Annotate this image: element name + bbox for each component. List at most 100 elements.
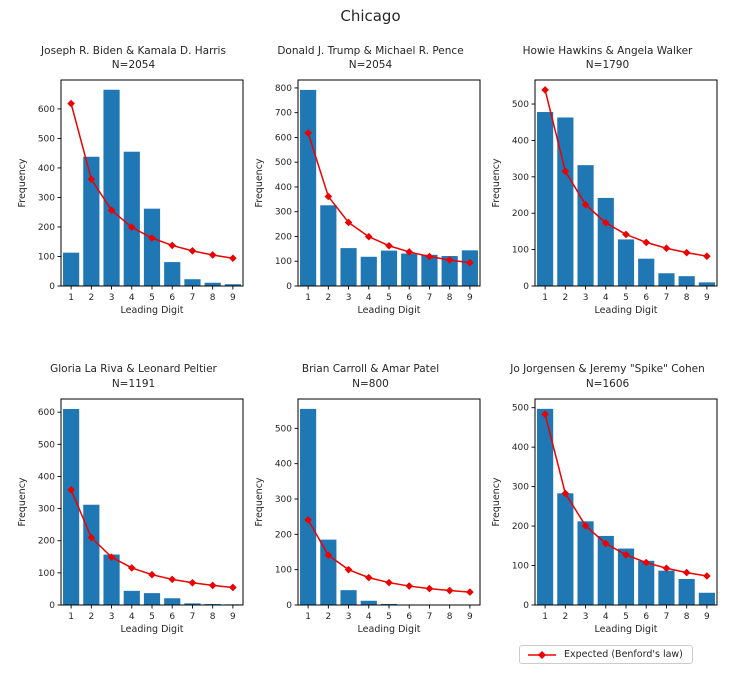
subplot-biden-harris: Joseph R. Biden & Kamala D. Harris N=205… [15,40,252,326]
bar [300,90,317,287]
observed-bars [300,90,478,287]
bar [557,117,574,287]
y-tick-label: 400 [512,443,529,453]
diamond-marker-icon [561,167,570,176]
y-tick-label: 0 [49,601,55,611]
x-tick-label: 2 [562,612,568,622]
diamond-marker-icon [324,551,333,559]
subplot-title: Joseph R. Biden & Kamala D. Harris N=205… [41,44,226,72]
x-tick-label: 5 [149,293,155,303]
diamond-marker-icon [168,241,177,250]
legend-marker-icon [528,650,556,659]
x-axis-label: Leading Digit [358,624,421,635]
bar [638,259,655,287]
y-tick-label: 500 [275,159,292,169]
diamond-marker-icon [87,533,96,542]
x-tick-label: 9 [467,612,473,622]
y-tick-label: 600 [275,134,292,144]
subplot-title: Donald J. Trump & Michael R. Pence N=205… [277,44,463,72]
x-tick-label: 6 [169,612,175,622]
expected-markers [304,515,474,596]
y-axis-label: Frequency [491,158,502,207]
x-axis-label: Leading Digit [121,305,184,316]
subplot-title: Howie Hawkins & Angela Walker N=1790 [523,44,693,72]
diamond-marker-icon [67,100,75,108]
diamond-marker-icon [405,248,414,257]
y-tick-label: 400 [512,137,529,147]
y-tick-label: 0 [286,601,292,611]
x-tick-label: 2 [325,293,331,303]
bar [441,256,458,287]
chart-canvas-lariva-peltier: 0 100 200 300 400 500 600 1 2 3 4 5 6 7 8 9 Leading Digi… [17,398,244,635]
x-tick-label: 3 [346,293,352,303]
bar [617,548,635,605]
x-tick-label: 9 [230,612,236,622]
y-axis-label: Frequency [17,158,28,207]
bar [698,592,715,605]
diamond-marker-icon [642,558,651,567]
x-tick-label: 9 [230,293,236,303]
y-tick-label: 200 [38,223,55,233]
y-tick-label: 500 [275,424,292,434]
x-tick-label: 3 [583,293,589,303]
y-tick-label: 0 [49,282,55,292]
bar [380,603,398,605]
observed-bars [537,112,715,287]
x-tick-label: 4 [603,612,609,622]
x-tick-label: 2 [562,293,568,303]
y-axis-label: Frequency [254,477,265,526]
y-tick-label: 400 [275,459,292,469]
x-tick-label: 3 [583,612,589,622]
bar [123,590,140,605]
bar [421,255,438,287]
y-tick-label: 400 [38,164,55,174]
y-tick-label: 200 [512,210,529,220]
x-tick-label: 7 [664,293,670,303]
x-tick-label: 6 [169,293,175,303]
y-tick-label: 500 [512,100,529,110]
diamond-marker-icon [466,587,474,596]
y-axis-label: Frequency [17,477,28,526]
diamond-marker-icon [581,521,590,530]
diamond-marker-icon [466,259,474,267]
legend-label: Expected (Benford's law) [564,649,683,660]
diamond-marker-icon [703,252,711,261]
x-tick-label: 8 [684,293,690,303]
subplot-title-line1: Joseph R. Biden & Kamala D. Harris [41,45,226,57]
bar [204,283,221,287]
y-tick-label: 0 [523,282,529,292]
bar [360,600,377,605]
diamond-marker-icon [168,575,177,583]
x-tick-label: 7 [664,612,670,622]
diamond-marker-icon [208,581,217,589]
diamond-marker-icon [148,570,156,579]
bar [597,535,614,605]
x-tick-label: 1 [68,612,74,622]
diamond-marker-icon [229,254,237,263]
diamond-marker-icon [127,563,136,572]
diamond-marker-icon [601,219,610,227]
diamond-marker-icon [561,489,570,497]
x-tick-label: 1 [305,612,311,622]
subplot-title-line2: N=1606 [585,377,630,390]
bar [340,589,357,605]
y-tick-label: 300 [38,504,55,514]
x-tick-label: 2 [88,612,94,622]
diamond-marker-icon [445,256,454,265]
bar [537,408,554,605]
y-tick-label: 500 [512,403,529,413]
x-tick-label: 9 [467,293,473,303]
diamond-marker-icon [364,573,373,582]
diamond-marker-icon [364,233,373,241]
diamond-marker-icon [385,242,393,250]
bar [678,578,695,605]
bar [537,112,554,287]
y-tick-label: 100 [512,246,529,256]
observed-bars [63,90,241,287]
expected-markers [67,100,237,263]
observed-bars [300,408,478,605]
bar [577,165,594,287]
x-tick-label: 4 [129,612,135,622]
x-tick-label: 7 [427,293,433,303]
subplot-title-line2: N=2054 [348,59,393,72]
